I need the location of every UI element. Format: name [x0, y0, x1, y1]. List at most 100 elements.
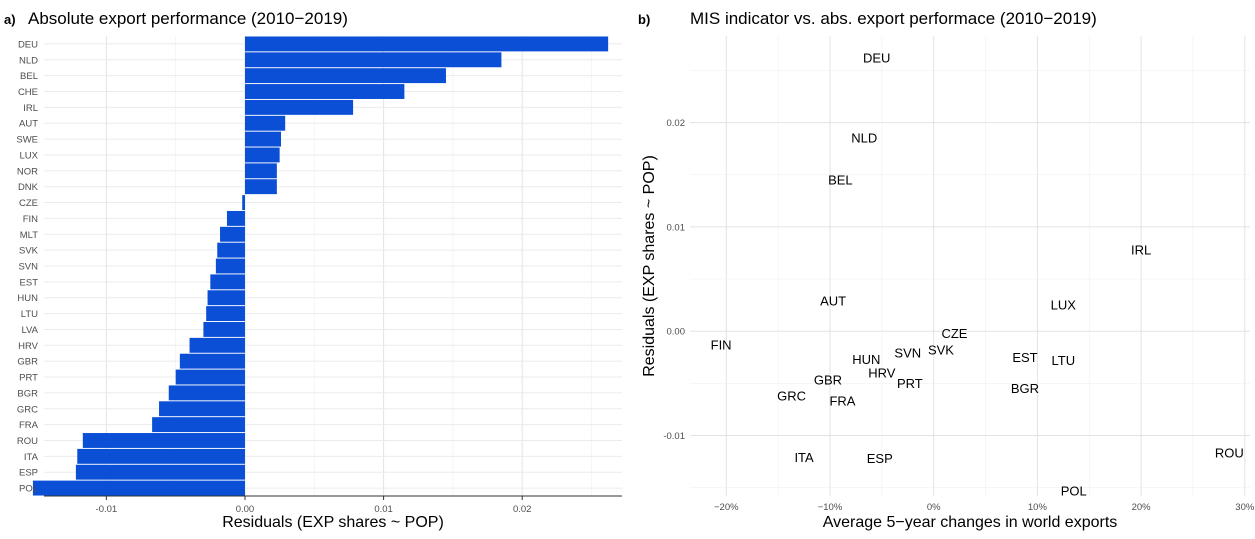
panel-a-bar-bgr [168, 385, 245, 401]
panel-a-bar-fin [226, 210, 245, 226]
panel-b-point-bgr: BGR [1011, 381, 1039, 396]
panel-a-bar-pol [32, 480, 245, 496]
panel-b-plot-area [690, 36, 1250, 496]
panel-a-category-label: EST [20, 277, 39, 288]
panel-a-bar-svk [217, 242, 245, 258]
panel-a-bar-deu [244, 36, 609, 52]
panel-b-y-tick-label: 0.01 [667, 222, 686, 233]
panel-b-point-rou: ROU [1215, 446, 1244, 461]
panel-a-bar-nor [244, 163, 277, 179]
panel-a-bar-prt [175, 369, 245, 385]
panel-b-x-tick-label: −10% [818, 502, 843, 513]
panel-b-point-ita: ITA [794, 450, 814, 465]
panel-a-category-label: HRV [18, 341, 39, 352]
panel-a-category-label: LVA [21, 325, 38, 336]
panel-a-bar-irl [244, 99, 354, 115]
panel-a-bar-mlt [220, 226, 245, 242]
panel-b-point-esp: ESP [867, 451, 893, 466]
panel-b-x-tick-label: 30% [1235, 502, 1255, 513]
panel-a-category-label: AUT [19, 119, 38, 130]
panel-b-point-deu: DEU [863, 50, 890, 65]
panel-b-tag: b) [638, 12, 650, 27]
panel-a-category-label: SVN [18, 262, 38, 273]
panel-a-bar-fra [152, 417, 245, 433]
panel-b-point-irl: IRL [1131, 242, 1151, 257]
panel-a-category-label: BEL [20, 71, 38, 82]
panel-a-category-label: SVK [19, 246, 39, 257]
panel-a-category-label: ITA [24, 452, 39, 463]
panel-a-category-label: DEU [18, 39, 38, 50]
panel-b-x-tick-label: 0% [927, 502, 941, 513]
panel-b-point-lux: LUX [1051, 298, 1077, 313]
panel-a-category-label: ROU [17, 436, 38, 447]
panel-b-x-tick-label: 10% [1028, 502, 1048, 513]
panel-b-x-tick-label: −20% [714, 502, 739, 513]
panel-a-bar-gbr [179, 353, 245, 369]
panel-b-point-aut: AUT [820, 293, 846, 308]
panel-a-bar-grc [159, 401, 245, 417]
panel-a-title: Absolute export performance (2010−2019) [28, 9, 348, 28]
panel-b-point-hrv: HRV [868, 365, 896, 380]
panel-a-category-label: IRL [23, 103, 38, 114]
panel-a-category-label: NLD [19, 55, 38, 66]
panel-b-point-fra: FRA [829, 394, 855, 409]
panel-b-point-labels: DEU NLD BEL IRL AUT LUX CZE FIN SVK SVN EST HUN LTU H… [711, 50, 1244, 498]
panel-a-bar-dnk [244, 179, 277, 195]
panel-b-point-svn: SVN [894, 346, 921, 361]
panel-a-category-label: GBR [17, 357, 38, 368]
panel-b-point-nld: NLD [851, 131, 877, 146]
panel-a-category-label: MLT [20, 230, 38, 241]
panel-a-bar-chart: a) Absolute export performance (2010−201… [4, 9, 622, 531]
panel-b-y-tick-label: -0.01 [663, 431, 685, 442]
panel-b-point-hun: HUN [852, 352, 880, 367]
panel-a-bar-est [210, 274, 245, 290]
panel-a-x-tick-label: 0.02 [513, 504, 532, 515]
panel-b-point-fin: FIN [711, 337, 732, 352]
panel-b-y-axis-title: Residuals (EXP shares ~ POP) [641, 155, 658, 377]
panel-a-bar-hun [207, 290, 245, 306]
panel-a-category-label: PRT [19, 373, 38, 384]
panel-b-y-tick-label: 0.00 [667, 327, 686, 338]
panel-a-bar-svn [215, 258, 245, 274]
panel-a-category-label: FRA [19, 420, 39, 431]
panel-a-category-label: SWE [16, 135, 38, 146]
panel-a-category-label: CZE [19, 198, 38, 209]
panel-b-point-est: EST [1012, 350, 1037, 365]
panel-a-category-label: LTU [21, 309, 38, 320]
panel-a-bar-ltu [206, 306, 245, 322]
panel-b-x-ticks: −20% −10% 0% 10% 20% 30% [714, 502, 1255, 513]
panel-b-point-prt: PRT [897, 376, 923, 391]
panel-a-bar-ita [77, 448, 245, 464]
panel-b-y-tick-label: 0.02 [667, 118, 686, 129]
panel-a-category-label: GRC [17, 404, 38, 415]
panel-a-category-label: NOR [17, 166, 38, 177]
panel-b-y-ticks: -0.01 0.00 0.01 0.02 [663, 118, 685, 442]
panel-a-bar-lva [203, 321, 245, 337]
panel-a-category-label: DNK [18, 182, 39, 193]
panel-a-x-tick-label: 0.00 [236, 504, 255, 515]
panel-a-x-tick-label: 0.01 [374, 504, 393, 515]
panel-a-bar-esp [75, 464, 245, 480]
panel-b-scatter-chart: b) MIS indicator vs. abs. export perform… [638, 9, 1255, 531]
panel-b-x-tick-label: 20% [1132, 502, 1152, 513]
panel-b-point-cze: CZE [941, 326, 967, 341]
panel-a-bar-swe [244, 131, 282, 147]
panel-b-point-svk: SVK [928, 342, 954, 357]
panel-a-category-label: POL [19, 484, 38, 495]
panel-b-point-ltu: LTU [1052, 353, 1076, 368]
panel-a-bar-lux [244, 147, 280, 163]
panel-a-bar-aut [244, 115, 286, 131]
panel-a-bars [32, 36, 609, 496]
panel-b-x-axis-title: Average 5−year changes in world exports [823, 514, 1118, 531]
panel-a-category-label: CHE [18, 87, 38, 98]
panel-a-category-label: FIN [23, 214, 38, 225]
panel-b-grid [690, 36, 1250, 496]
panel-b-point-gbr: GBR [814, 373, 842, 388]
panel-a-x-axis-title: Residuals (EXP shares ~ POP) [222, 514, 444, 531]
panel-a-x-tick-label: -0.01 [96, 504, 118, 515]
panel-a-category-label: ESP [19, 468, 38, 479]
panel-b-title: MIS indicator vs. abs. export performace… [690, 9, 1097, 28]
panel-b-point-pol: POL [1061, 483, 1087, 498]
panel-b-point-grc: GRC [777, 388, 806, 403]
